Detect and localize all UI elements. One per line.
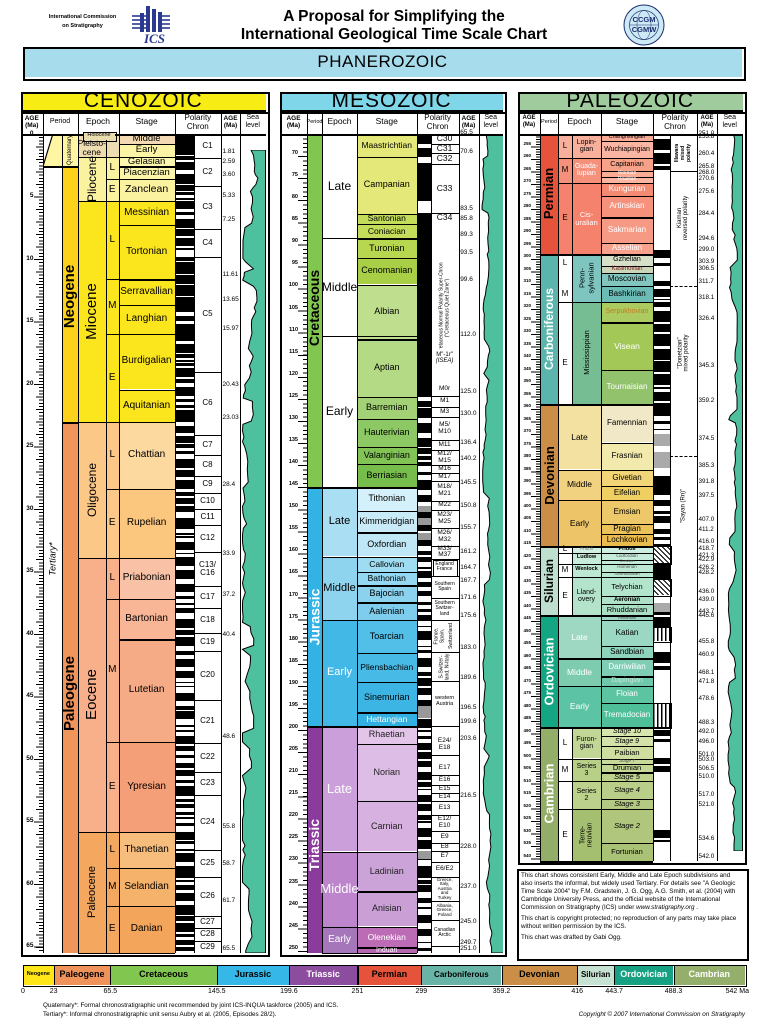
svg-text:ICS: ICS — [143, 31, 165, 46]
svg-text:CCGM: CCGM — [633, 15, 656, 24]
svg-text:CGMW: CGMW — [632, 25, 657, 34]
